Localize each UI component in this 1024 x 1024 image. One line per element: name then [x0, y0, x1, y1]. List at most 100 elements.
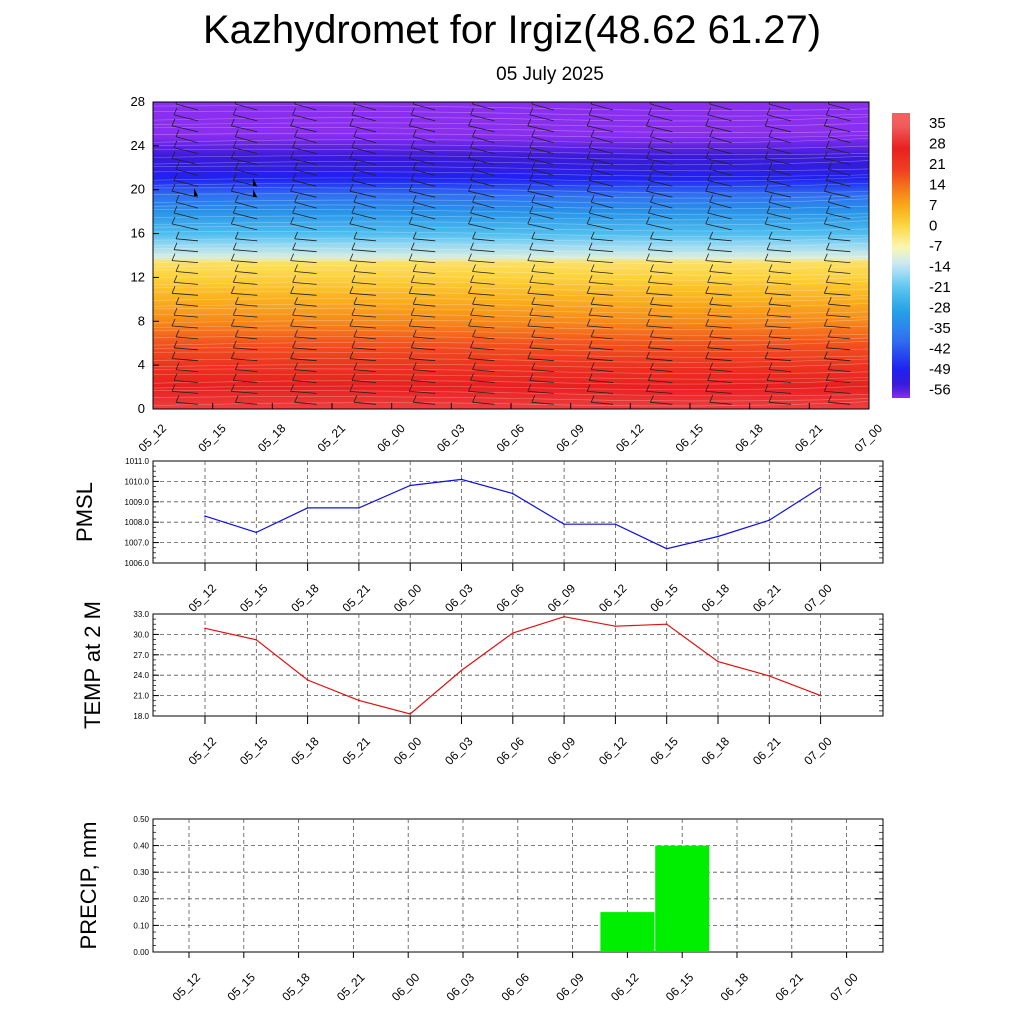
- wind-barb: [171, 292, 199, 296]
- wind-barb-flag: [709, 162, 714, 170]
- wind-barb: [233, 314, 258, 318]
- y-tick-label: 24.0: [133, 671, 149, 680]
- wind-barb-flag: [709, 264, 714, 272]
- wind-barb-flag: [408, 118, 413, 126]
- wind-barb: [707, 249, 732, 253]
- wind-barb-flag: [290, 151, 294, 159]
- wind-barb: [709, 103, 732, 111]
- wind-barb-flag: [408, 384, 413, 392]
- wind-barb: [648, 347, 673, 351]
- contour-line: [153, 336, 869, 341]
- wind-barb-flag: [234, 194, 239, 203]
- wind-barb-flag: [705, 184, 710, 192]
- wind-barb-flag: [351, 107, 356, 116]
- wind-barb: [768, 103, 792, 111]
- wind-barb-flag: [292, 242, 296, 250]
- wind-barb: [646, 260, 673, 263]
- x-tick-label: 06_15: [647, 734, 681, 768]
- x-tick-label: 05_15: [224, 970, 258, 1004]
- wind-barb-flag: [230, 118, 235, 126]
- wind-barb: [589, 249, 614, 253]
- wind-barb-flag: [410, 275, 415, 283]
- x-tick-label: 06_21: [750, 581, 784, 615]
- wind-barb: [175, 201, 199, 209]
- wind-barb: [527, 158, 554, 165]
- data-point: [717, 660, 719, 663]
- wind-barb-flag: [294, 194, 298, 203]
- colorbar-label: -42: [929, 341, 951, 358]
- colorbar-label: 14: [929, 177, 946, 194]
- wind-barb: [589, 282, 614, 285]
- wind-barb-flag: [590, 329, 595, 338]
- x-tick-label: 06_18: [732, 421, 766, 455]
- wind-barb-flag: [766, 307, 771, 316]
- x-tick-label: 07_00: [801, 734, 835, 768]
- wind-barb-flag: [175, 102, 178, 105]
- x-tick-label: 06_06: [493, 581, 527, 615]
- data-point: [819, 694, 822, 697]
- wind-barb-flag: [171, 184, 176, 192]
- wind-barb: [233, 147, 258, 154]
- wind-barb: [764, 158, 792, 165]
- wind-barb: [233, 347, 258, 351]
- wind-barb-flag: [827, 264, 832, 272]
- wind-barb-flag: [768, 329, 773, 338]
- contour-line: [153, 351, 869, 358]
- wind-barb: [472, 238, 495, 242]
- contour-line: [153, 148, 869, 155]
- wind-barb: [764, 223, 792, 231]
- wind-barb-flag: [709, 194, 714, 203]
- wind-barb-flag: [827, 231, 832, 239]
- wind-barb: [409, 125, 436, 133]
- wind-barb-flag: [175, 231, 180, 239]
- wind-barb-flag: [349, 216, 354, 225]
- wind-barb: [409, 190, 436, 198]
- y-axis-label: TEMP at 2 M: [80, 601, 105, 729]
- wind-barb: [294, 238, 317, 242]
- y-tick-label: 1006.0: [125, 559, 150, 568]
- x-tick-label: 06_21: [772, 970, 806, 1004]
- wind-barb: [468, 292, 495, 296]
- wind-barb: [648, 114, 673, 122]
- wind-barb-flag: [412, 129, 417, 137]
- x-tick-label: 06_06: [493, 734, 527, 768]
- wind-barb: [705, 190, 732, 198]
- wind-barb-flag: [290, 184, 294, 192]
- wind-barb-flag: [353, 264, 358, 272]
- wind-barb-flag: [472, 102, 474, 105]
- wind-barb-flag: [646, 184, 650, 192]
- x-tick-label: 06_12: [596, 581, 630, 615]
- wind-barb: [824, 260, 851, 263]
- wind-barb: [826, 314, 851, 318]
- wind-barb-flag: [175, 329, 180, 338]
- wind-barb: [650, 336, 673, 340]
- wind-barb: [409, 260, 436, 263]
- wind-barb: [764, 325, 792, 329]
- contour-line: [153, 308, 869, 314]
- wind-barb-flag: [590, 194, 595, 203]
- wind-barb-flag: [412, 297, 417, 305]
- contour-line: [153, 122, 869, 127]
- wind-barb-flag: [351, 307, 356, 316]
- wind-barb-flag: [646, 118, 650, 126]
- wind-barb-flag: [294, 231, 298, 239]
- wind-barb: [353, 136, 377, 144]
- wind-barb-flag: [709, 102, 711, 105]
- wind-barb: [171, 190, 199, 198]
- contour-line: [153, 160, 869, 166]
- contour-line: [153, 253, 869, 259]
- wind-barb-flag: [768, 231, 773, 239]
- wind-barb-flag: [766, 373, 771, 381]
- y-tick-label: 0.00: [133, 948, 149, 957]
- contour-line: [153, 319, 869, 325]
- wind-barb: [707, 114, 732, 122]
- wind-barb-flag: [173, 107, 178, 116]
- wind-barb: [650, 238, 673, 242]
- wind-barb: [828, 103, 851, 111]
- contour-line: [153, 204, 869, 210]
- wind-barb-flag: [353, 102, 356, 105]
- wind-barb: [468, 223, 495, 231]
- wind-barb: [705, 223, 732, 231]
- wind-barb-flag: [705, 318, 710, 327]
- data-point: [665, 623, 668, 625]
